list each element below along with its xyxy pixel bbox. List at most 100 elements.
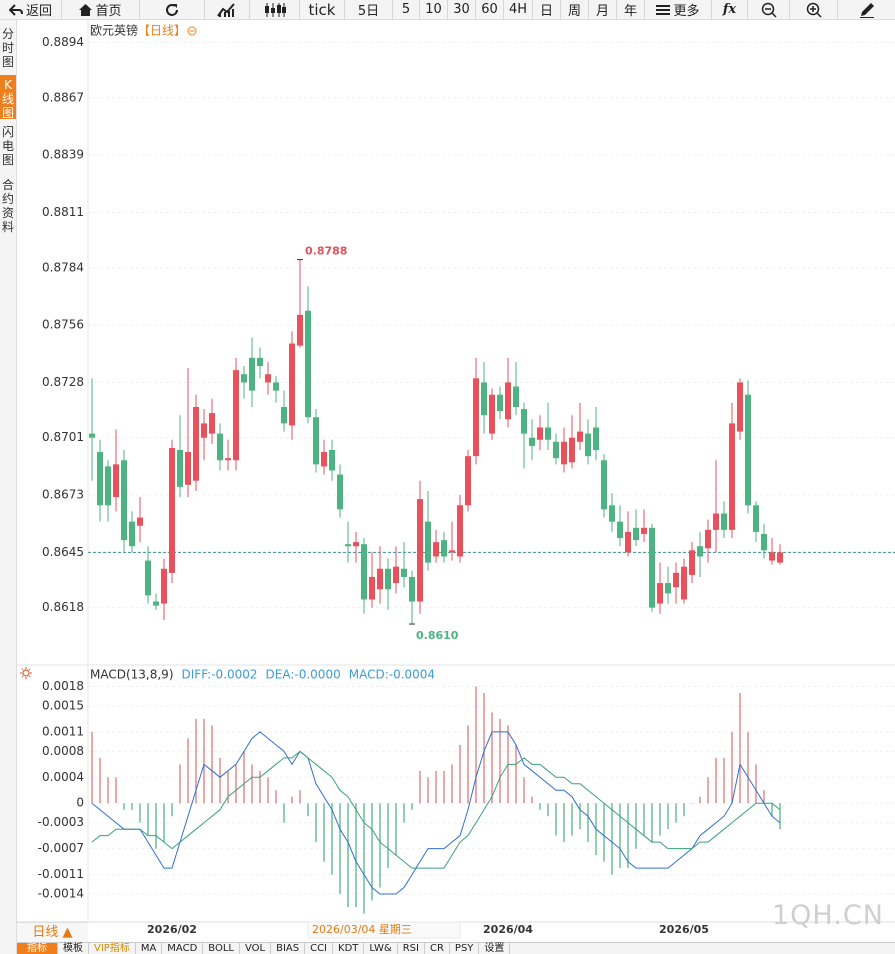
- macd-icon: [20, 667, 32, 679]
- back-button[interactable]: 返回: [0, 0, 62, 19]
- tick-button[interactable]: tick: [300, 0, 345, 19]
- indicator-tab[interactable]: BOLL: [203, 943, 240, 954]
- period-label: 30: [453, 2, 470, 17]
- y-tick-label: 0.8645: [42, 545, 84, 559]
- candle-body: [321, 452, 327, 467]
- period-label: 60: [481, 2, 498, 17]
- period-button[interactable]: 5: [393, 0, 420, 19]
- candle-body: [609, 505, 615, 522]
- period-tab[interactable]: 日线 ▲: [17, 922, 88, 942]
- candle-body: [745, 394, 751, 506]
- indicator-tab[interactable]: BIAS: [271, 943, 306, 954]
- period-button[interactable]: 60: [476, 0, 504, 19]
- sidebar-tab-active[interactable]: K线图: [0, 75, 16, 120]
- y-tick-label: 0.0004: [42, 770, 84, 784]
- candle-body: [473, 378, 479, 457]
- refresh-button[interactable]: [140, 0, 205, 19]
- indicator-tab[interactable]: MA: [136, 943, 163, 954]
- indicator-tab[interactable]: LW&: [364, 943, 398, 954]
- indicator-tab[interactable]: 模板: [58, 943, 89, 954]
- indicator-tab[interactable]: VOL: [240, 943, 272, 954]
- candle-body: [369, 576, 375, 600]
- y-tick-label: 0: [76, 796, 84, 810]
- candle-body: [273, 382, 279, 391]
- indicator-tab[interactable]: PSY: [450, 943, 480, 954]
- candle-body: [177, 450, 183, 487]
- indicator-tab[interactable]: RSI: [398, 943, 425, 954]
- candle-body: [657, 583, 663, 604]
- sidebar-tab[interactable]: 闪电图: [1, 125, 14, 167]
- sidebar-tab[interactable]: 分时图: [1, 27, 14, 69]
- candle-body: [681, 566, 687, 600]
- period-label: 4H: [508, 2, 528, 17]
- candle-body: [113, 464, 119, 498]
- candle-body: [769, 552, 775, 561]
- y-tick-label: -0.0003: [38, 815, 84, 829]
- candle-body: [729, 423, 735, 530]
- candle-body: [361, 544, 367, 600]
- back-icon: [8, 3, 23, 16]
- candle-body: [305, 310, 311, 418]
- period-label: 月: [595, 4, 609, 19]
- period-button[interactable]: 周: [561, 0, 589, 19]
- indicator-tab[interactable]: KDT: [333, 943, 365, 954]
- back-label: 返回: [25, 4, 52, 19]
- candle-body: [737, 382, 743, 432]
- y-tick-label: 0.8728: [42, 375, 84, 389]
- formula-button[interactable]: fx: [712, 0, 748, 19]
- draw-button[interactable]: [838, 0, 895, 19]
- candle-body: [505, 382, 511, 420]
- home-label: 首页: [95, 4, 122, 19]
- period-label: 10: [425, 2, 442, 17]
- candle-body: [617, 521, 623, 539]
- zoom-in-button[interactable]: [790, 0, 838, 19]
- sidebar: 分时图 K线图 闪电图 合约资料: [0, 20, 17, 954]
- zoom-in-icon: [806, 2, 822, 18]
- period-button[interactable]: 年: [617, 0, 645, 19]
- candle-body: [553, 441, 559, 459]
- period-button[interactable]: 10: [420, 0, 448, 19]
- candle-body: [465, 456, 471, 506]
- candle-body: [545, 427, 551, 440]
- period-button[interactable]: 4H: [504, 0, 533, 19]
- indicator-tab[interactable]: 设置: [479, 943, 511, 954]
- candle-body: [185, 452, 191, 485]
- candle-body: [281, 407, 287, 424]
- candle-body: [649, 527, 655, 608]
- home-button[interactable]: 首页: [62, 0, 140, 19]
- candle-body: [489, 394, 495, 434]
- candle-body: [625, 531, 631, 553]
- period-button[interactable]: 5日: [345, 0, 393, 19]
- line-chart-button[interactable]: [205, 0, 250, 19]
- y-tick-label: 0.8867: [42, 90, 84, 104]
- indicator-tab[interactable]: CR: [425, 943, 450, 954]
- candle-button[interactable]: [250, 0, 300, 19]
- min-label: 0.8610: [416, 629, 459, 642]
- y-tick-label: -0.0014: [38, 887, 84, 901]
- period-button[interactable]: 30: [448, 0, 476, 19]
- candle-body: [377, 568, 383, 590]
- indicator-tab[interactable]: MACD: [162, 943, 204, 954]
- candle-body: [265, 374, 271, 383]
- candle-body: [713, 513, 719, 530]
- y-tick-label: 0.0008: [42, 744, 84, 758]
- candle-body: [169, 447, 175, 573]
- pen-icon: [859, 2, 874, 18]
- period-button[interactable]: 日: [533, 0, 561, 19]
- refresh-icon: [166, 3, 178, 16]
- indicator-tab[interactable]: 指标: [17, 943, 58, 954]
- candle-body: [257, 357, 263, 367]
- candle-body: [129, 521, 135, 547]
- more-button[interactable]: 更多: [645, 0, 712, 19]
- sidebar-tab[interactable]: 合约资料: [1, 178, 14, 234]
- period-button[interactable]: 月: [589, 0, 617, 19]
- indicator-tab[interactable]: VIP指标: [89, 943, 136, 954]
- candle-body: [289, 343, 295, 426]
- candle-body: [313, 417, 319, 465]
- indicator-tab[interactable]: CCI: [305, 943, 334, 954]
- period-label: 周: [567, 4, 581, 19]
- zoom-out-button[interactable]: [748, 0, 790, 19]
- candle-body: [529, 437, 535, 446]
- zoom-out-icon: [761, 2, 777, 18]
- candle-body: [417, 499, 423, 602]
